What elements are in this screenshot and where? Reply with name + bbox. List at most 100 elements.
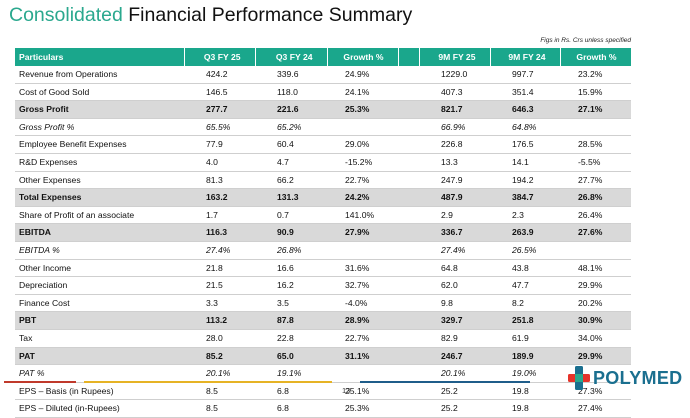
title-accent: Consolidated [9,4,123,26]
cell-9mfy25: 9.8 [419,294,490,313]
cell-q3-growth: -15.2% [327,153,398,172]
cell-q3fy25: 81.3 [184,171,255,190]
cell-9mfy25: 27.4% [419,241,490,260]
spacer-cell [398,153,419,172]
cell-q3fy24: 118.0 [255,83,327,102]
cell-9mfy25: 25.2 [419,399,490,418]
spacer-cell [398,364,419,383]
cell-q3fy24: 339.6 [255,66,327,84]
cell-q3fy25: 20.1% [184,364,255,383]
cell-9mfy25: 13.3 [419,153,490,172]
page-number: 13 [342,386,351,395]
title-rest: Financial Performance Summary [122,4,413,26]
cell-9mfy24: 646.3 [490,100,560,119]
spacer-cell [398,329,419,348]
cell-q3fy25: 28.0 [184,329,255,348]
cell-q3fy24: 60.4 [255,135,327,154]
cell-q3-growth [327,118,398,137]
financial-table: Particulars Q3 FY 25 Q3 FY 24 Growth % 9… [15,48,632,418]
cell-9mfy24: 47.7 [490,276,560,295]
cell-9mfy25: 246.7 [419,347,490,366]
cell-q3fy24: 22.8 [255,329,327,348]
cell-particular: Tax [15,329,184,348]
cell-q3fy24: 0.7 [255,206,327,225]
cell-q3fy25: 116.3 [184,223,255,242]
cell-9m-growth [560,118,631,137]
cell-q3-growth: 31.1% [327,347,398,366]
table-row: Revenue from Operations 424.2 339.6 24.9% 12… [15,66,631,84]
spacer-cell [398,100,419,119]
cell-9mfy24: 189.9 [490,347,560,366]
cell-9mfy25: 82.9 [419,329,490,348]
cell-9mfy24: 251.8 [490,311,560,330]
cell-9mfy25: 329.7 [419,311,490,330]
spacer-cell [398,311,419,330]
spacer-cell [398,241,419,260]
cell-9mfy24: 2.3 [490,206,560,225]
cell-9mfy24: 8.2 [490,294,560,313]
cell-9mfy24: 19.8 [490,399,560,418]
cell-9mfy24: 384.7 [490,188,560,207]
cell-q3-growth: 28.9% [327,311,398,330]
cell-particular: Revenue from Operations [15,66,184,84]
cell-particular: Gross Profit [15,100,184,119]
spacer-cell [398,118,419,137]
table-row: Share of Profit of an associate 1.7 0.7 141… [15,206,631,225]
table-row: Gross Profit 277.7 221.6 25.3% 821.7 646.3 27.… [15,100,631,119]
cell-particular: PBT [15,311,184,330]
spacer-cell [398,347,419,366]
spacer-cell [398,135,419,154]
cell-q3fy24: 87.8 [255,311,327,330]
cell-particular: Other Income [15,259,184,278]
cell-9mfy24: 43.8 [490,259,560,278]
spacer-cell [398,206,419,225]
table-row: EPS – Basis (in Rupees) 8.5 6.8 25.1% 25.2 19… [15,382,631,401]
page-title: Consolidated Financial Performance Summa… [9,4,412,27]
spacer-cell [398,188,419,207]
spacer-cell [398,276,419,295]
cell-q3fy24: 4.7 [255,153,327,172]
cell-q3-growth: 25.1% [327,382,398,401]
table-row: Cost of Good Sold 146.5 118.0 24.1% 407.3 351… [15,83,631,102]
cell-particular: R&D Expenses [15,153,184,172]
cell-9m-growth: 27.7% [560,171,631,190]
cell-particular: EPS – Diluted (in-Rupees) [15,399,184,418]
cell-9mfy24: 351.4 [490,83,560,102]
cell-q3-growth [327,241,398,260]
cell-particular: PAT % [15,364,184,383]
cell-q3-growth: 25.3% [327,100,398,119]
cell-9mfy24: 61.9 [490,329,560,348]
header-q3fy25: Q3 FY 25 [184,48,256,66]
cell-q3fy25: 85.2 [184,347,255,366]
footer-line-red [4,381,76,383]
cell-q3fy24: 65.2% [255,118,327,137]
table-row: EBITDA 116.3 90.9 27.9% 336.7 263.9 27.6% [15,223,631,242]
table-row: Finance Cost 3.3 3.5 -4.0% 9.8 8.2 20.2% [15,294,631,313]
table-row: Other Expenses 81.3 66.2 22.7% 247.9 194.2 27.… [15,171,631,190]
table-row: Total Expenses 163.2 131.3 24.2% 487.9 384.7 2… [15,188,631,207]
table-row: R&D Expenses 4.0 4.7 -15.2% 13.3 14.1 -5.5% [15,153,631,172]
cell-q3fy25: 3.3 [184,294,255,313]
cell-particular: EBITDA % [15,241,184,260]
cell-9m-growth: 15.9% [560,83,631,102]
cell-9m-growth: 29.9% [560,276,631,295]
table-row: EPS – Diluted (in-Rupees) 8.5 6.8 25.3% 25.2… [15,399,631,418]
header-spacer [398,48,420,66]
cell-q3fy25: 8.5 [184,382,255,401]
cell-9m-growth: 26.8% [560,188,631,207]
header-9mfy25: 9M FY 25 [419,48,491,66]
cell-9m-growth: 27.4% [560,399,631,418]
cell-q3-growth: 22.7% [327,171,398,190]
logo-text: POLYMED [593,367,683,388]
cell-9mfy25: 1229.0 [419,66,490,84]
spacer-cell [398,223,419,242]
cell-9m-growth: 48.1% [560,259,631,278]
cell-q3fy25: 277.7 [184,100,255,119]
cell-particular: Total Expenses [15,188,184,207]
cell-q3fy24: 26.8% [255,241,327,260]
spacer-cell [398,66,419,84]
table-row: PAT % 20.1% 19.1% 20.1% 19.0% [15,364,631,383]
cell-q3fy24: 66.2 [255,171,327,190]
cell-q3fy24: 90.9 [255,223,327,242]
cell-particular: EBITDA [15,223,184,242]
